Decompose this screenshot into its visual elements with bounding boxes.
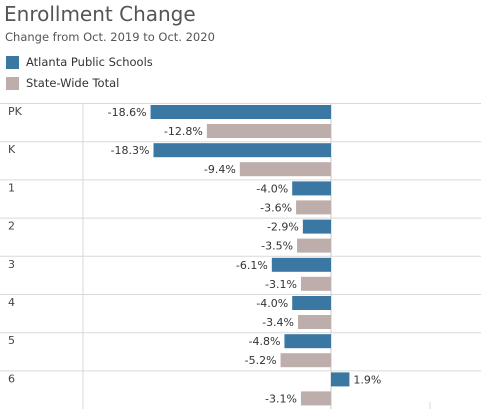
bar-series-2[interactable]: [239, 162, 331, 177]
chart-subtitle: Change from Oct. 2019 to Oct. 2020: [5, 30, 215, 44]
bar-series-1[interactable]: [302, 219, 331, 234]
data-label: 1.9%: [353, 373, 381, 386]
data-label: -5.2%: [245, 354, 277, 367]
bar-series-2[interactable]: [280, 353, 331, 368]
data-label: -18.6%: [108, 106, 147, 119]
bar-series-1[interactable]: [153, 143, 331, 158]
bar-series-1[interactable]: [292, 181, 331, 196]
data-label: -18.3%: [111, 144, 150, 157]
data-label: -6.1%: [236, 259, 268, 272]
bar-series-1[interactable]: [150, 105, 331, 119]
category-label: K: [8, 143, 16, 156]
data-label: -4.8%: [249, 335, 281, 348]
data-label: -2.9%: [267, 221, 299, 234]
bar-series-1[interactable]: [271, 257, 331, 272]
bar-series-1[interactable]: [284, 334, 331, 349]
category-label: 5: [8, 334, 15, 347]
data-label: -3.1%: [265, 392, 297, 405]
category-label: 2: [8, 220, 15, 233]
legend-item-series-2[interactable]: State-Wide Total: [6, 76, 119, 90]
bar-series-2[interactable]: [300, 276, 331, 291]
bar-series-1[interactable]: [292, 296, 331, 310]
data-label: -3.5%: [261, 240, 293, 253]
bar-series-2[interactable]: [296, 200, 331, 215]
data-label: -3.4%: [262, 316, 294, 329]
data-label: -12.8%: [164, 125, 203, 138]
data-label: -3.6%: [260, 201, 292, 214]
data-label: -4.0%: [256, 297, 288, 310]
bar-series-1[interactable]: [331, 372, 350, 387]
data-label: -3.1%: [265, 278, 297, 291]
bar-series-2[interactable]: [297, 238, 331, 253]
bar-series-2[interactable]: [300, 391, 331, 406]
data-label: -9.4%: [204, 163, 236, 176]
category-label: 4: [8, 296, 15, 309]
category-label: 1: [8, 181, 15, 194]
bar-series-2[interactable]: [206, 124, 331, 138]
category-label: 6: [8, 372, 15, 385]
category-label: PK: [8, 105, 23, 118]
legend-swatch-series-1: [6, 55, 19, 69]
bar-series-2[interactable]: [298, 315, 331, 329]
legend-swatch-series-2: [6, 76, 19, 90]
legend-label-series-1: Atlanta Public Schools: [26, 55, 153, 69]
chart-title: Enrollment Change: [4, 2, 196, 26]
legend-item-series-1[interactable]: Atlanta Public Schools: [6, 55, 153, 69]
data-label: -4.0%: [256, 182, 288, 195]
category-label: 3: [8, 258, 15, 271]
legend-label-series-2: State-Wide Total: [26, 76, 120, 90]
